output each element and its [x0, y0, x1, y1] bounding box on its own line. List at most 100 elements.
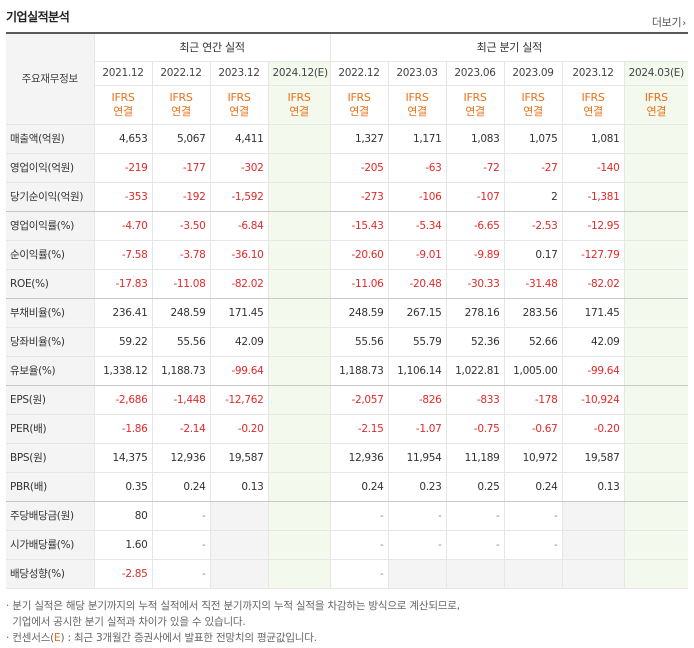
value-cell: 10,972 [504, 443, 563, 473]
period-header: 2024.12(E) [268, 61, 331, 86]
value-cell: 59.22 [94, 327, 153, 357]
value-cell: 1,106.14 [388, 356, 447, 386]
row-label: ROE(%) [6, 269, 95, 299]
value-cell: -3.78 [152, 240, 211, 270]
value-cell [210, 501, 269, 531]
row-label: 순이익률(%) [6, 240, 95, 270]
table-row: PER(배) -1.86 -2.14 -0.20 -2.15 -1.07 -0.75 -0.6… [6, 414, 689, 444]
table-row: 당기순이익(억원) -353 -192 -1,592 -273 -106 -107 2 -1,3… [6, 182, 689, 212]
value-cell: 14,375 [94, 443, 153, 473]
period-header: 2023.03 [388, 61, 447, 86]
value-cell [268, 530, 331, 560]
value-cell [268, 356, 331, 386]
consolidated-label: 연결 [583, 104, 603, 118]
table-row: 순이익률(%) -7.58 -3.78 -36.10 -20.60 -9.01 -9.89 0… [6, 240, 689, 270]
value-cell: -6.84 [210, 211, 269, 241]
value-cell: -63 [388, 153, 447, 183]
ifrs-basis-label: IFRS 연결 [329, 85, 389, 125]
ifrs-label: IFRS [405, 90, 429, 104]
consolidated-label: 연결 [407, 104, 427, 118]
value-cell: 0.13 [210, 472, 269, 502]
value-cell: 12,936 [329, 443, 389, 473]
value-cell [388, 559, 447, 589]
value-cell: - [504, 501, 563, 531]
value-cell: 0.24 [504, 472, 563, 502]
value-cell: -9.89 [446, 240, 505, 270]
value-cell: 1,327 [329, 124, 389, 154]
consolidated-label: 연결 [289, 104, 309, 118]
financial-table: 주요재무정보 최근 연간 실적 최근 분기 실적 2021.12 2022.12 2… [6, 34, 689, 589]
value-cell: 5,067 [152, 124, 211, 154]
value-cell [624, 124, 689, 154]
quarter-group-header: 최근 분기 실적 [329, 34, 689, 62]
value-cell: -3.50 [152, 211, 211, 241]
ifrs-basis-label: IFRS 연결 [94, 85, 153, 125]
value-cell: -2.15 [329, 414, 389, 444]
row-label: 부채비율(%) [6, 298, 95, 328]
value-cell: -4.70 [94, 211, 153, 241]
table-row: 시가배당률(%) 1.60- - - - - [6, 530, 689, 560]
value-cell: -9.01 [388, 240, 447, 270]
ifrs-label: IFRS [111, 90, 135, 104]
row-label: 영업이익(억원) [6, 153, 95, 183]
ifrs-basis-label: IFRS 연결 [504, 85, 563, 125]
value-cell [268, 269, 331, 299]
more-label: 더보기 [651, 16, 682, 29]
value-cell: 55.56 [329, 327, 389, 357]
value-cell: 4,653 [94, 124, 153, 154]
ifrs-basis-label: IFRS 연결 [446, 85, 505, 125]
consolidated-label: 연결 [229, 104, 249, 118]
more-link[interactable]: 더보기› [652, 14, 686, 30]
value-cell: 248.59 [152, 298, 211, 328]
value-cell: 1,188.73 [329, 356, 389, 386]
row-label: BPS(원) [6, 443, 95, 473]
value-cell: - [152, 559, 211, 589]
value-cell [268, 559, 331, 589]
value-cell: 1,081 [562, 124, 625, 154]
table-row: 주당배당금(원) 80- - - - - [6, 501, 689, 531]
value-cell [562, 530, 625, 560]
value-cell: 52.36 [446, 327, 505, 357]
value-cell [268, 153, 331, 183]
period-header: 2021.12 [94, 61, 153, 86]
footnote-3: · 컨센서스(E) : 최근 3개월간 증권사에서 발표한 전망치의 평균값입니… [6, 630, 688, 646]
ifrs-basis-label: IFRS 연결 [152, 85, 211, 125]
table-row: 당좌비율(%) 59.22 55.56 42.09 55.56 55.79 52.36 52.… [6, 327, 689, 357]
row-label: PBR(배) [6, 472, 95, 502]
value-cell: 19,587 [562, 443, 625, 473]
consolidated-label: 연결 [349, 104, 369, 118]
value-cell: -1,448 [152, 385, 211, 415]
consolidated-label: 연결 [646, 104, 667, 118]
value-cell: 283.56 [504, 298, 563, 328]
value-cell: -12,762 [210, 385, 269, 415]
value-cell: -2,686 [94, 385, 153, 415]
value-cell: 171.45 [210, 298, 269, 328]
value-cell: 267.15 [388, 298, 447, 328]
table-row: 영업이익률(%) -4.70 -3.50 -6.84 -15.43 -5.34 -6.65-… [6, 211, 689, 241]
period-header-row: 2021.12 2022.12 2023.12 2024.12(E) 2022.12 20… [6, 61, 689, 86]
value-cell: -140 [562, 153, 625, 183]
value-cell: 1,338.12 [94, 356, 153, 386]
value-cell: -31.48 [504, 269, 563, 299]
value-cell [268, 327, 331, 357]
value-cell [210, 530, 269, 560]
value-cell [268, 298, 331, 328]
value-cell [268, 443, 331, 473]
period-header: 2023.12 [210, 61, 269, 86]
value-cell: 55.56 [152, 327, 211, 357]
ifrs-label: IFRS [227, 90, 251, 104]
value-cell: 1,075 [504, 124, 563, 154]
value-cell: -2.85 [94, 559, 153, 589]
value-cell: 2 [504, 182, 563, 212]
table-row: 유보율(%) 1,338.12 1,188.73 -99.64 1,188.73 1,10… [6, 356, 689, 386]
ifrs-label: IFRS [581, 90, 605, 104]
footnote-3-suffix: ) : 최근 3개월간 증권사에서 발표한 전망치의 평균값입니다. [60, 632, 317, 644]
value-cell: -11.06 [329, 269, 389, 299]
ifrs-basis-label: IFRS 연결 [388, 85, 447, 125]
value-cell: -107 [446, 182, 505, 212]
value-cell: 1,022.81 [446, 356, 505, 386]
value-cell: -36.10 [210, 240, 269, 270]
value-cell [268, 124, 331, 154]
value-cell: -12.95 [562, 211, 625, 241]
value-cell: -0.67 [504, 414, 563, 444]
